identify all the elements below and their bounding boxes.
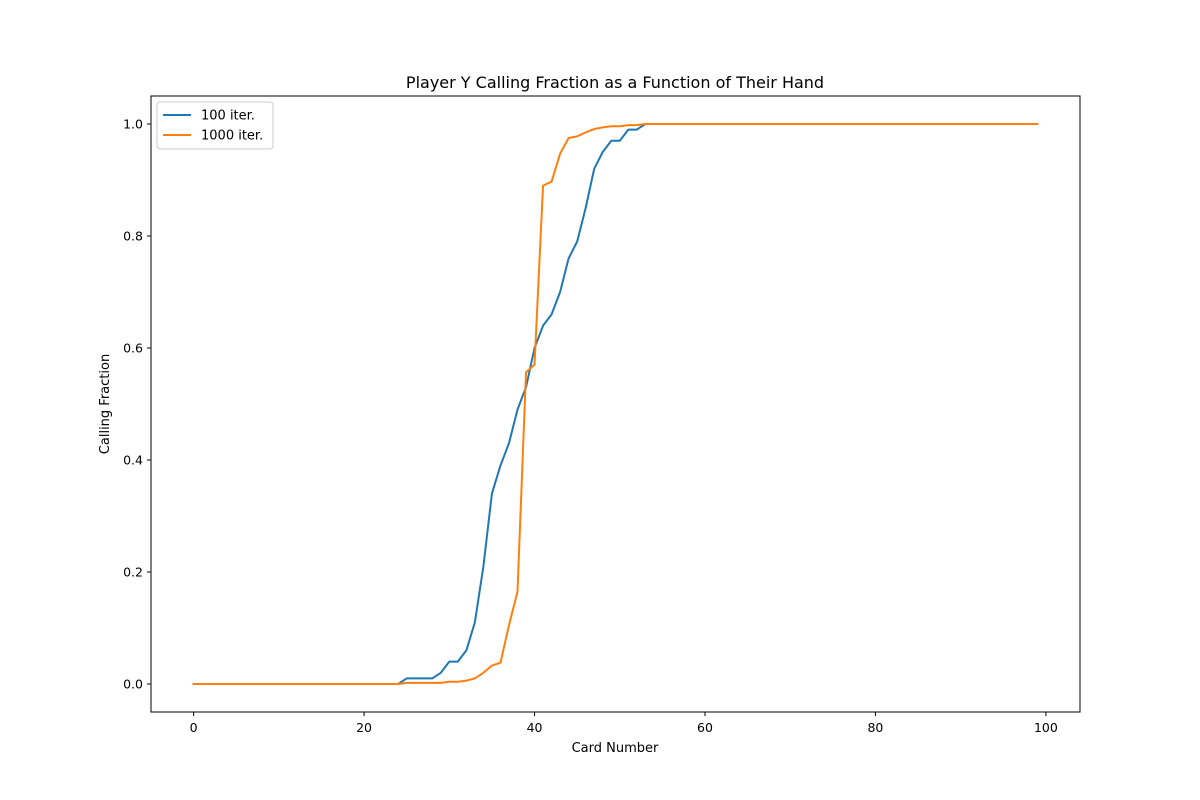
series-line-1: [192, 123, 1039, 685]
y-tick-label: 0.0: [123, 677, 143, 692]
x-tick-label: 0: [190, 720, 198, 735]
y-tick-label: 1.0: [123, 117, 143, 132]
x-tick-label: 60: [697, 720, 713, 735]
chart-title: Player Y Calling Fraction as a Function …: [406, 73, 824, 92]
y-tick-label: 0.6: [123, 341, 143, 356]
x-axis: 0 20 40 60 80 100: [190, 712, 1058, 735]
y-axis-label: Calling Fraction: [98, 354, 113, 454]
x-tick-label: 80: [867, 720, 883, 735]
series-layer: [192, 123, 1039, 685]
x-tick-label: 20: [356, 720, 372, 735]
legend: 100 iter. 1000 iter.: [156, 101, 274, 150]
y-tick-label: 0.8: [123, 229, 143, 244]
y-tick-label: 0.4: [123, 453, 143, 468]
y-tick-label: 0.2: [123, 565, 143, 580]
legend-items: 100 iter. 1000 iter.: [163, 109, 263, 144]
y-axis: 0.0 0.2 0.4 0.6 0.8 1.0: [123, 117, 151, 692]
plot-area: [150, 95, 1081, 713]
legend-label-2: 1000 iter.: [201, 129, 263, 144]
x-tick-label: 40: [527, 720, 543, 735]
legend-box: [156, 101, 274, 150]
axes-frame: [150, 95, 1081, 713]
x-tick-label: 100: [1034, 720, 1058, 735]
x-axis-label: Card Number: [572, 741, 659, 756]
series-line-2: [192, 123, 1039, 685]
legend-label-1: 100 iter.: [201, 109, 255, 124]
